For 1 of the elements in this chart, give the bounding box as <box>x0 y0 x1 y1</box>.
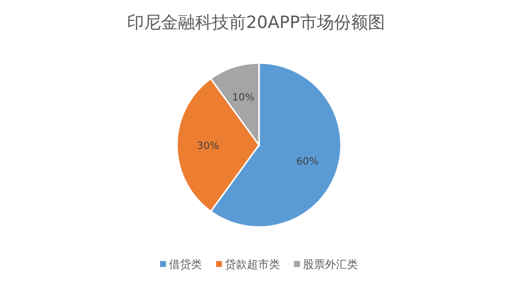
title: 印尼金融科技前20APP市场份额图 <box>127 13 385 33</box>
